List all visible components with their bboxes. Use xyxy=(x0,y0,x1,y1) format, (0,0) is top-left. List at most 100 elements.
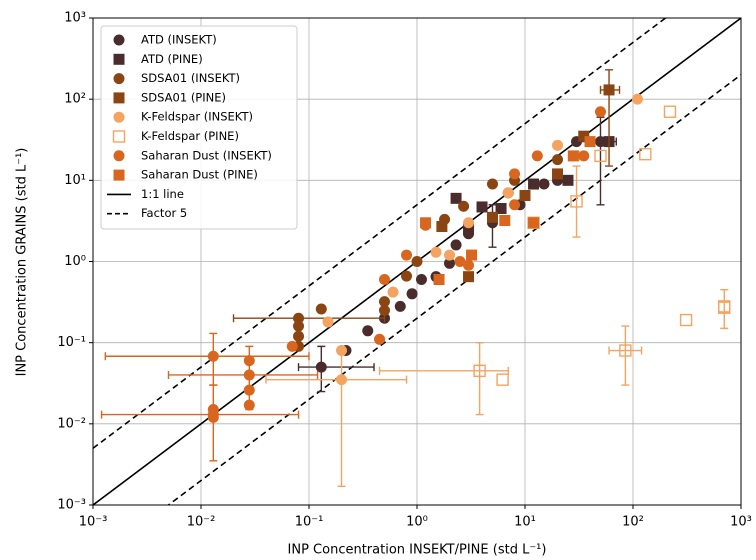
data-point xyxy=(603,84,615,96)
legend-marker xyxy=(113,169,125,181)
legend-label: ATD (PINE) xyxy=(141,52,203,66)
legend-label: ATD (INSEKT) xyxy=(141,33,217,47)
data-point xyxy=(631,93,643,105)
x-error-bar xyxy=(378,366,509,375)
data-point xyxy=(362,325,374,337)
data-point xyxy=(463,271,475,283)
data-point xyxy=(679,313,693,327)
data-point xyxy=(378,296,390,308)
legend-marker xyxy=(113,53,125,65)
data-point xyxy=(401,249,413,261)
legend-label: Saharan Dust (INSEKT) xyxy=(141,148,272,162)
data-point xyxy=(578,130,590,142)
data-point xyxy=(567,150,579,162)
data-point xyxy=(495,202,507,214)
legend-label: Saharan Dust (PINE) xyxy=(141,168,258,182)
data-point xyxy=(450,192,462,204)
legend-label: SDSA01 (PINE) xyxy=(141,90,226,104)
data-point xyxy=(315,361,327,373)
x-error-bar xyxy=(297,363,375,372)
legend-marker xyxy=(113,92,125,104)
y-tick-label: 10⁰ xyxy=(64,254,86,269)
data-point xyxy=(387,286,399,298)
data-point xyxy=(411,256,423,267)
y-error-bar xyxy=(337,349,346,487)
data-point xyxy=(293,330,305,342)
data-point xyxy=(718,300,731,313)
data-point xyxy=(315,303,327,315)
y-tick-label: 10⁻² xyxy=(57,416,86,431)
x-error-bar xyxy=(104,352,310,361)
data-point xyxy=(476,201,488,213)
data-point xyxy=(420,217,432,229)
x-tick-label: 10⁰ xyxy=(406,515,428,530)
data-point xyxy=(374,333,386,345)
data-point xyxy=(509,199,521,211)
data-point xyxy=(378,304,390,316)
data-point xyxy=(401,270,413,282)
x-tick-label: 10⁻¹ xyxy=(295,515,324,530)
data-point xyxy=(433,274,445,286)
data-point xyxy=(463,223,475,235)
data-point xyxy=(639,147,652,161)
x-axis-label: INP Concentration INSEKT/PINE (std L⁻¹) xyxy=(288,543,547,558)
data-point xyxy=(570,195,583,208)
data-point xyxy=(663,105,677,118)
y-tick-label: 10² xyxy=(64,92,86,107)
data-point xyxy=(473,364,486,378)
plot-frame xyxy=(92,17,742,506)
data-point xyxy=(406,288,418,300)
data-point xyxy=(552,154,564,166)
data-point xyxy=(450,239,462,251)
legend-label: K-Feldspar (INSEKT) xyxy=(141,110,253,124)
data-point xyxy=(528,178,540,190)
x-error-bar xyxy=(100,410,300,419)
data-point xyxy=(509,168,521,180)
data-point xyxy=(207,409,219,421)
data-point xyxy=(336,345,348,357)
data-point xyxy=(552,139,564,151)
legend-label: Factor 5 xyxy=(141,206,187,220)
data-point xyxy=(293,312,305,324)
y-axis-label: INP Concentration GRAINS (std L⁻¹) xyxy=(15,148,30,377)
legend-marker xyxy=(113,34,125,46)
data-point xyxy=(430,246,442,258)
x-tick-label: 10² xyxy=(622,515,644,530)
legend-marker xyxy=(113,150,125,162)
x-tick-label: 10⁻² xyxy=(187,515,216,530)
y-tick-label: 10¹ xyxy=(64,173,86,188)
data-point xyxy=(584,136,596,148)
legend-marker xyxy=(113,111,125,123)
legend: ATD (INSEKT) ATD (PINE) SDSA01 (INSEKT) SDS… xyxy=(100,25,298,230)
data-point xyxy=(458,200,470,212)
data-point xyxy=(552,168,564,180)
data-point xyxy=(562,174,574,186)
y-error-bar xyxy=(572,165,581,238)
legend-label: 1:1 line xyxy=(141,187,184,201)
data-point xyxy=(502,187,514,199)
data-point xyxy=(463,259,475,271)
x-tick-label: 10⁻³ xyxy=(79,515,108,530)
data-point xyxy=(415,274,427,286)
data-point xyxy=(499,214,511,226)
x-tick-label: 10³ xyxy=(730,515,752,530)
data-point xyxy=(619,344,632,357)
data-point xyxy=(454,256,466,267)
data-point xyxy=(243,369,255,381)
reference-line xyxy=(167,74,741,505)
data-point xyxy=(394,300,406,312)
data-point xyxy=(463,217,475,229)
y-tick-label: 10³ xyxy=(64,11,86,26)
plot-area xyxy=(93,18,741,505)
data-point xyxy=(496,373,509,386)
data-point xyxy=(538,178,550,190)
data-point xyxy=(444,257,456,269)
data-point xyxy=(243,384,255,396)
data-point xyxy=(531,150,543,162)
y-tick-label: 10⁻³ xyxy=(57,498,86,513)
data-point xyxy=(336,374,348,386)
data-point xyxy=(486,178,498,190)
data-point xyxy=(444,249,456,261)
legend-label: SDSA01 (INSEKT) xyxy=(141,71,240,85)
